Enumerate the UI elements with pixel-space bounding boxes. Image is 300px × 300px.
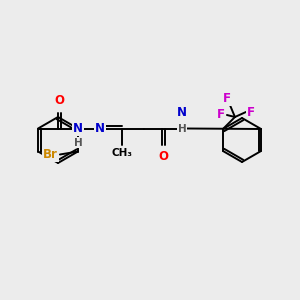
Text: CH₃: CH₃ — [112, 148, 133, 158]
Text: F: F — [217, 109, 225, 122]
Text: O: O — [158, 149, 168, 163]
Text: N: N — [95, 122, 105, 135]
Text: N: N — [177, 106, 187, 119]
Text: N: N — [73, 122, 83, 135]
Text: F: F — [247, 106, 255, 118]
Text: O: O — [54, 94, 64, 107]
Text: H: H — [74, 137, 82, 148]
Text: F: F — [223, 92, 231, 105]
Text: Br: Br — [43, 148, 58, 161]
Text: H: H — [178, 124, 187, 134]
